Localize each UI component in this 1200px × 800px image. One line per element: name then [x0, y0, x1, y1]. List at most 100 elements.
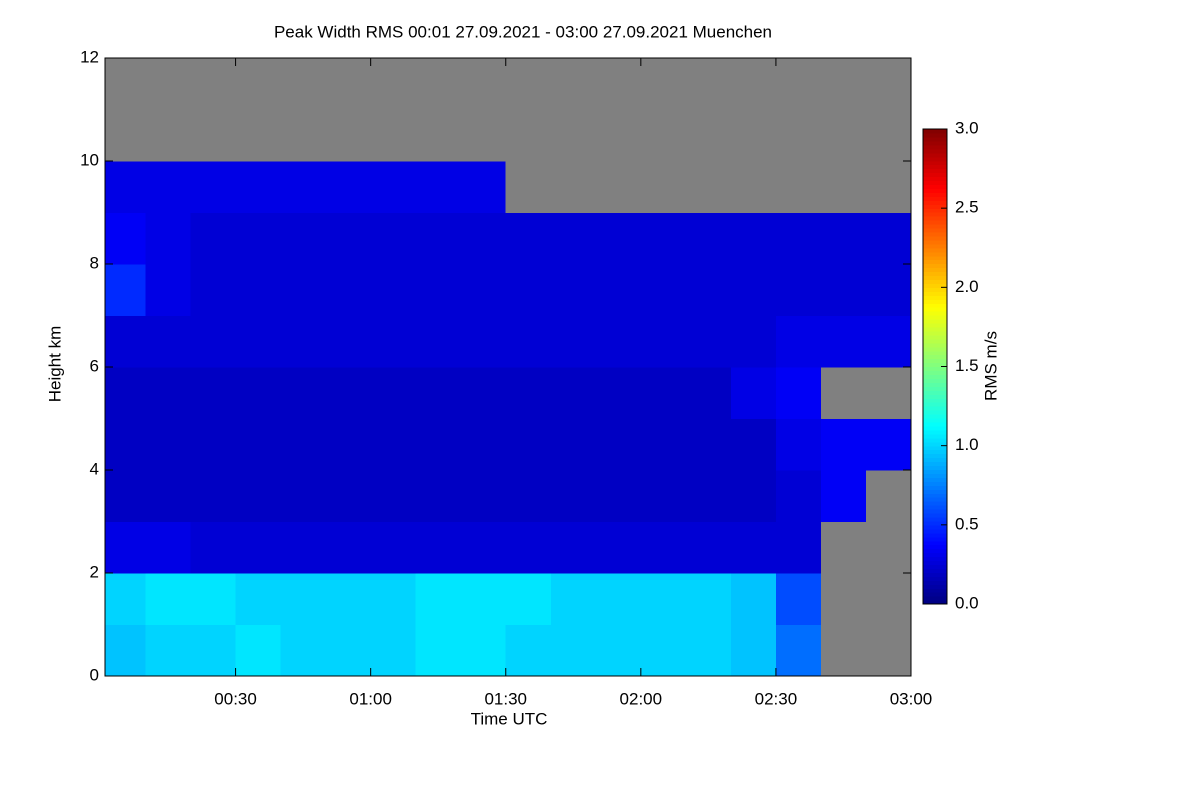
heatmap-cell: [550, 109, 597, 162]
y-tick-label: 6: [90, 356, 99, 375]
heatmap-cell: [775, 161, 822, 213]
heatmap-cell: [595, 264, 642, 316]
colorbar-step: [923, 485, 947, 490]
heatmap-cell: [190, 521, 237, 574]
heatmap-cell: [105, 573, 147, 625]
colorbar-step: [923, 457, 947, 463]
colorbar-step: [923, 520, 947, 526]
colorbar-step: [923, 552, 947, 558]
heatmap-cell: [370, 367, 417, 419]
colorbar-step: [923, 588, 947, 593]
heatmap-cell: [325, 418, 372, 471]
heatmap-cell: [460, 470, 507, 522]
colorbar-step: [923, 568, 947, 573]
heatmap-cell: [505, 109, 552, 162]
heatmap-cell: [640, 573, 687, 625]
colorbar-step: [923, 239, 947, 245]
heatmap-cell: [460, 212, 507, 265]
colorbar-step: [923, 425, 947, 431]
colorbar-step: [923, 188, 947, 193]
heatmap-cell: [775, 470, 822, 522]
heatmap-cell: [370, 161, 417, 213]
heatmap-cell: [640, 161, 687, 213]
colorbar-step: [923, 429, 947, 435]
colorbar-step: [923, 362, 947, 368]
heatmap-cell: [190, 264, 237, 316]
heatmap-cell: [505, 624, 552, 677]
colorbar-step: [923, 204, 947, 209]
heatmap-cell: [505, 367, 552, 419]
colorbar-step: [923, 358, 947, 364]
heatmap-cell: [685, 624, 732, 677]
heatmap-cell: [685, 367, 732, 419]
colorbar-step: [923, 473, 947, 478]
heatmap-cell: [190, 58, 237, 110]
colorbar-step: [923, 394, 947, 399]
heatmap-cell: [640, 212, 687, 265]
heatmap-cell: [640, 315, 687, 368]
heatmap-cell: [105, 161, 147, 213]
colorbar-step: [923, 469, 947, 474]
heatmap-cell: [415, 521, 462, 574]
heatmap-cell: [685, 212, 732, 265]
heatmap-cell: [505, 212, 552, 265]
heatmap-cell: [730, 315, 777, 368]
heatmap-cell: [595, 161, 642, 213]
heatmap-cell: [190, 212, 237, 265]
heatmap-cell: [370, 58, 417, 110]
heatmap-cell: [595, 315, 642, 368]
x-tick-label: 03:00: [890, 689, 933, 708]
heatmap-cell: [235, 418, 282, 471]
colorbar-step: [923, 251, 947, 257]
heatmap-cell: [595, 212, 642, 265]
colorbar-step: [923, 453, 947, 459]
colorbar-step: [923, 576, 947, 581]
heatmap-cell: [730, 58, 777, 110]
heatmap-cell: [280, 315, 327, 368]
colorbar-step: [923, 366, 947, 372]
heatmap-cell: [370, 264, 417, 316]
colorbar-step: [923, 560, 947, 566]
heatmap-cell: [145, 367, 192, 419]
heatmap-cell: [145, 573, 192, 625]
heatmap-cell: [865, 470, 912, 522]
heatmap-cell: [550, 470, 597, 522]
heatmap-cell: [145, 161, 192, 213]
heatmap-cell: [865, 264, 912, 316]
colorbar-step: [923, 176, 947, 182]
colorbar-step: [923, 196, 947, 201]
heatmap-cell: [550, 161, 597, 213]
colorbar-step: [923, 129, 947, 134]
heatmap-cell: [550, 521, 597, 574]
heatmap-cell: [820, 470, 867, 522]
colorbar-step: [923, 140, 947, 146]
colorbar-step: [923, 493, 947, 498]
heatmap-cell: [505, 521, 552, 574]
heatmap-cell: [775, 315, 822, 368]
heatmap-cell: [550, 212, 597, 265]
colorbar-step: [923, 342, 947, 348]
heatmap-cell: [685, 109, 732, 162]
heatmap-cell: [460, 367, 507, 419]
heatmap-cell: [730, 109, 777, 162]
heatmap-cell: [865, 573, 912, 625]
colorbar-step: [923, 259, 947, 265]
x-tick-label: 02:00: [620, 689, 663, 708]
colorbar-step: [923, 148, 947, 154]
colorbar-step: [923, 275, 947, 281]
y-tick-label: 12: [80, 47, 99, 66]
heatmap-cell: [105, 624, 147, 677]
heatmap-cell: [460, 624, 507, 677]
heatmap-cell: [685, 58, 732, 110]
colorbar-tick-label: 2.0: [955, 277, 979, 296]
colorbar-step: [923, 299, 947, 304]
colorbar-step: [923, 501, 947, 506]
heatmap-cell: [325, 573, 372, 625]
colorbar-step: [923, 192, 947, 197]
heatmap-cell: [280, 624, 327, 677]
heatmap-cell: [730, 367, 777, 419]
heatmap-cell: [370, 470, 417, 522]
heatmap-cell: [415, 573, 462, 625]
colorbar-tick-label: 3.0: [955, 118, 979, 137]
heatmap-cell: [460, 109, 507, 162]
